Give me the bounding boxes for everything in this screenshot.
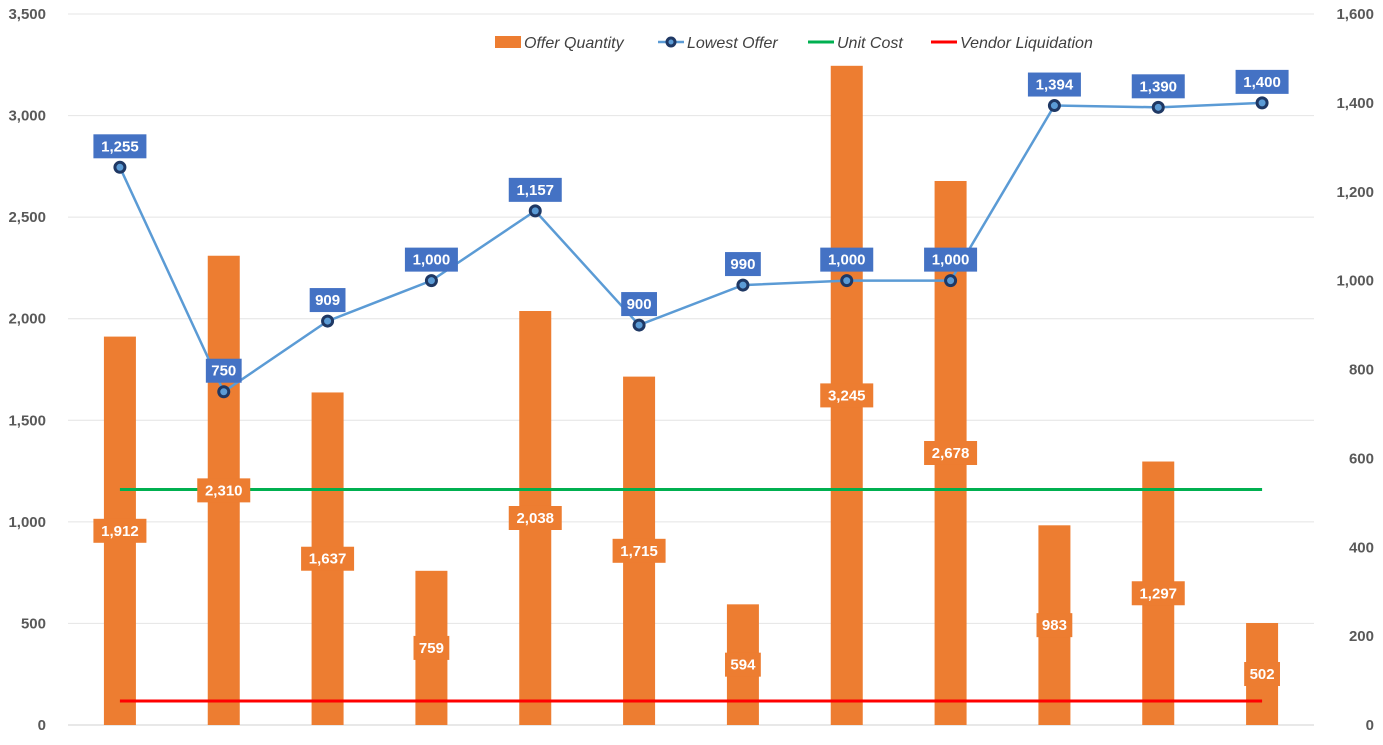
data-label: 1,715	[620, 543, 658, 560]
data-label: 3,245	[828, 387, 866, 404]
right-axis: 0 200 400 600 800 1,000 1,200 1,400 1,600	[1336, 6, 1374, 734]
right-tick-label: 1,200	[1336, 184, 1374, 201]
left-axis: 0 500 1,000 1,500 2,000 2,500 3,000 3,500	[8, 6, 46, 734]
data-label-bg	[197, 478, 251, 503]
right-tick-label: 1,400	[1336, 95, 1374, 112]
lowest-offer-marker	[840, 274, 854, 288]
data-label-bg	[621, 292, 657, 317]
data-label-bg	[309, 288, 346, 313]
lowest-offer-marker	[1151, 100, 1165, 114]
data-label: 1,000	[932, 252, 970, 269]
data-label-bg	[924, 440, 978, 465]
data-label: 2,310	[205, 482, 243, 499]
data-label: 1,297	[1139, 585, 1177, 602]
data-label: 1,912	[101, 523, 139, 540]
right-tick-label: 1,600	[1336, 6, 1374, 23]
data-label-bg	[725, 652, 761, 677]
left-tick-label: 2,500	[8, 209, 46, 226]
left-tick-label: 3,000	[8, 108, 46, 125]
legend-label: Offer Quantity	[524, 35, 625, 52]
data-label: 909	[315, 292, 340, 309]
data-label-bg	[1036, 613, 1073, 638]
gridlines	[68, 13, 1314, 726]
data-label: 1,157	[516, 182, 554, 199]
left-tick-label: 1,000	[8, 514, 46, 531]
lowest-offer-marker	[632, 318, 646, 332]
data-label: 2,678	[932, 445, 970, 462]
data-label: 1,637	[309, 551, 347, 568]
data-label-bg	[1131, 581, 1185, 606]
data-label-bg	[301, 546, 355, 571]
lowest-offer-marker	[1047, 99, 1061, 113]
legend-marker	[665, 36, 677, 48]
right-tick-label: 800	[1349, 362, 1374, 379]
lowest-offer-marker	[528, 204, 542, 218]
data-label-bg	[820, 383, 874, 408]
data-label-bg	[508, 177, 562, 202]
data-label-bg	[93, 134, 147, 159]
lowest-offer-marker	[217, 385, 231, 399]
data-label-bg	[1027, 72, 1081, 97]
data-label-bg	[924, 247, 978, 272]
data-label-bg	[1235, 69, 1289, 94]
right-tick-label: 0	[1366, 717, 1374, 734]
legend-label: Unit Cost	[837, 35, 903, 52]
data-label-bg	[205, 358, 242, 383]
data-label: 1,400	[1243, 74, 1281, 91]
left-tick-label: 3,500	[8, 6, 46, 23]
data-label-bg	[820, 247, 874, 272]
lowest-offer-marker	[1255, 96, 1269, 110]
data-label: 759	[419, 640, 444, 657]
data-label-bg	[1131, 74, 1185, 99]
legend: Offer Quantity Lowest Offer Unit Cost Vendo…	[495, 35, 1093, 52]
data-labels: 1,912 2,310 1,637 759 2,038 1,715 594 3,245 2,67…	[93, 69, 1289, 687]
data-label-bg	[404, 247, 458, 272]
left-tick-label: 1,500	[8, 412, 46, 429]
data-label: 1,255	[101, 138, 139, 155]
data-label: 750	[211, 363, 236, 380]
data-label-bg	[93, 518, 147, 543]
right-tick-label: 600	[1349, 450, 1374, 467]
lowest-offer-marker	[113, 160, 127, 174]
data-label: 990	[730, 256, 755, 273]
left-tick-label: 0	[38, 717, 46, 734]
lowest-offer-line	[118, 101, 1263, 394]
data-label: 1,000	[413, 252, 451, 269]
lowest-offer-marker	[736, 278, 750, 292]
lines	[113, 96, 1269, 703]
data-label-bg	[612, 538, 666, 563]
data-label-bg	[725, 252, 761, 277]
left-tick-label: 500	[21, 615, 46, 632]
data-label: 2,038	[516, 510, 554, 527]
data-label: 1,394	[1036, 77, 1074, 94]
data-label: 594	[730, 657, 756, 674]
data-label: 1,390	[1139, 78, 1177, 95]
right-tick-label: 1,000	[1336, 273, 1374, 290]
lowest-offer-marker	[321, 314, 335, 328]
data-label: 983	[1042, 617, 1067, 634]
left-tick-label: 2,000	[8, 311, 46, 328]
right-tick-label: 200	[1349, 628, 1374, 645]
lowest-offer-marker	[944, 274, 958, 288]
offer-quantity-bars	[103, 65, 1279, 726]
data-label: 900	[627, 296, 652, 313]
right-tick-label: 400	[1349, 539, 1374, 556]
data-label-bg	[1244, 662, 1280, 687]
legend-label: Vendor Liquidation	[960, 35, 1093, 52]
legend-swatch-offer-quantity	[495, 36, 521, 48]
data-label: 1,000	[828, 252, 866, 269]
data-label-bg	[413, 635, 450, 660]
data-label: 502	[1250, 666, 1275, 683]
data-label-bg	[508, 505, 562, 530]
lowest-offer-marker	[424, 274, 438, 288]
legend-label: Lowest Offer	[687, 35, 778, 52]
